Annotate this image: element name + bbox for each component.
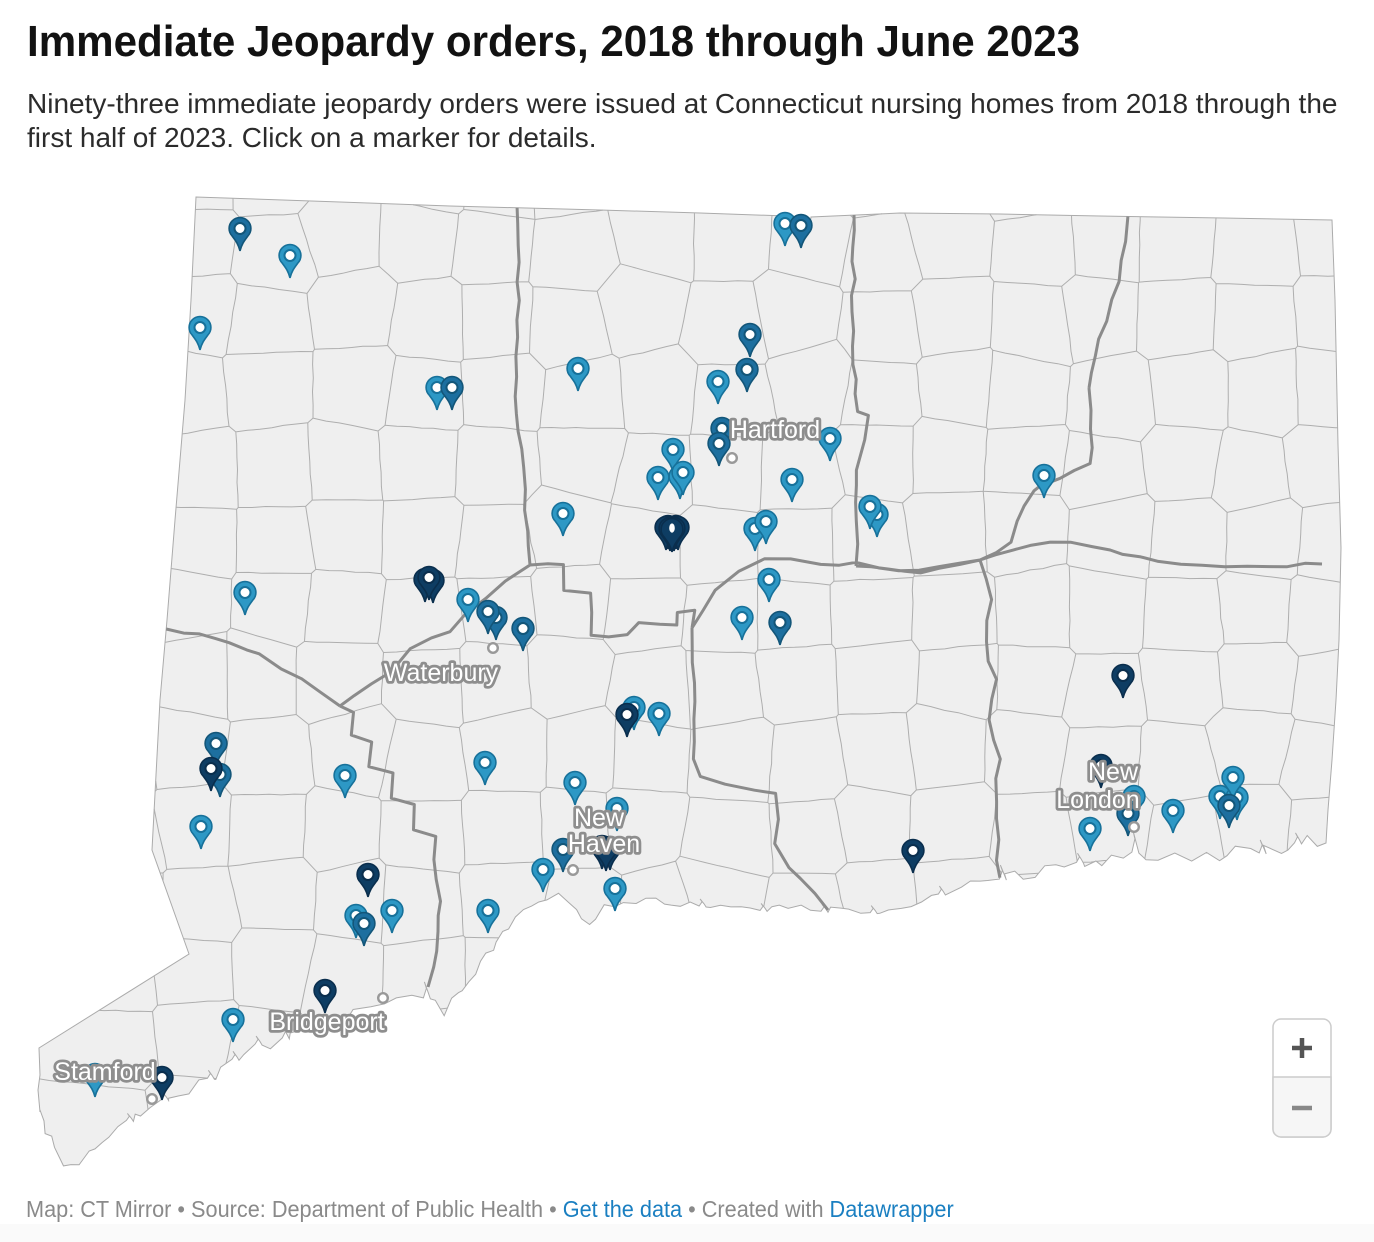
svg-text:New: New xyxy=(574,804,625,832)
svg-text:Bridgeport: Bridgeport xyxy=(269,1008,384,1036)
svg-text:Haven: Haven xyxy=(568,830,640,858)
svg-text:Stamford: Stamford xyxy=(54,1058,155,1086)
svg-text:Hartford: Hartford xyxy=(730,416,820,444)
svg-text:New: New xyxy=(1088,758,1139,786)
svg-text:Waterbury: Waterbury xyxy=(384,659,499,687)
svg-text:London: London xyxy=(1056,786,1139,814)
